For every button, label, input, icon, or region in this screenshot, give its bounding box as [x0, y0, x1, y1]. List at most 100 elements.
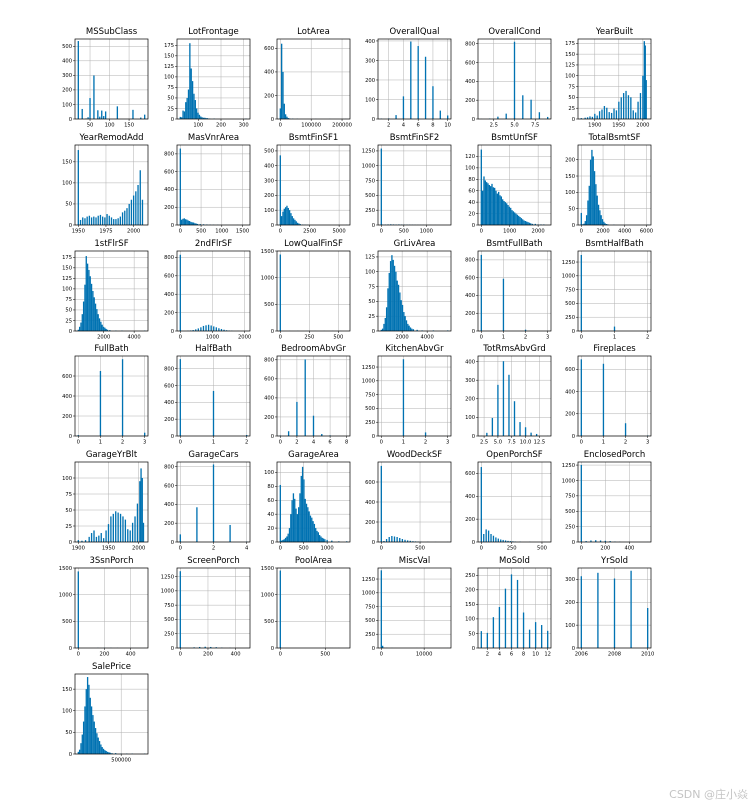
y-tick-label: 100 — [365, 97, 375, 103]
panel-title: EnclosedPorch — [584, 450, 645, 460]
x-tick-label: 4 — [312, 440, 316, 446]
y-tick-label: 1250 — [362, 149, 375, 155]
histogram-bar — [194, 100, 196, 119]
histogram-bar — [202, 325, 205, 331]
histogram-bar — [192, 222, 195, 225]
histogram-bar — [98, 318, 101, 331]
histogram-bar — [294, 219, 296, 225]
histogram-bar — [599, 540, 602, 542]
x-tick-label: 5000 — [333, 229, 346, 235]
y-tick-label: 100 — [264, 470, 274, 476]
histogram-bar — [195, 223, 197, 225]
y-tick-label: 750 — [565, 287, 575, 293]
histogram-bar — [309, 515, 312, 542]
y-tick-label: 150 — [62, 160, 72, 166]
x-tick-label: 12 — [544, 652, 551, 658]
plot-area — [478, 568, 551, 648]
histogram-bar — [624, 423, 627, 436]
histogram-bar — [393, 265, 396, 331]
x-tick-label: 1 — [613, 335, 616, 341]
panel-title: BsmtFinSF1 — [289, 133, 339, 143]
y-tick-label: 1000 — [362, 379, 375, 385]
panel-halfbath: 0 200 400 600 800 0 1 2 HalfBath — [164, 344, 251, 446]
y-tick-label: 0 — [572, 434, 575, 440]
plot-frame — [577, 38, 652, 120]
histogram-bar — [514, 212, 516, 225]
panel-yrsold: 0 100 200 300 2006 2008 2010 YrSold — [565, 556, 654, 658]
y-tick-label: 0 — [271, 540, 274, 546]
x-tick-label: 10.0 — [520, 440, 532, 446]
panel-title: LotArea — [297, 27, 330, 37]
histogram-bar — [79, 219, 82, 225]
x-tick-label: 2.5 — [480, 440, 488, 446]
panel-title: 2ndFlrSF — [195, 239, 232, 249]
histogram-bar — [290, 213, 292, 225]
x-tick-label: 400 — [126, 652, 136, 658]
histogram-bar — [580, 576, 582, 648]
histogram-bar — [504, 202, 507, 225]
histogram-bar — [391, 255, 393, 331]
panel-title: BsmtFullBath — [486, 239, 542, 249]
histogram-bar — [637, 101, 639, 119]
y-tick-label: 0 — [171, 223, 174, 229]
histogram-bar — [530, 99, 532, 119]
histogram-bar — [396, 537, 398, 542]
y-tick-label: 40 — [267, 512, 274, 518]
plot-area — [75, 145, 148, 225]
plot-area — [378, 39, 451, 119]
y-tick-label: 600 — [365, 480, 375, 486]
histogram-bar — [380, 329, 382, 331]
histogram-bar — [90, 706, 93, 754]
histogram-bar — [284, 207, 287, 225]
x-tick-label: 100 — [193, 123, 203, 129]
y-tick-label: 0 — [472, 329, 475, 335]
x-tick-label: 500 — [399, 229, 409, 235]
y-tick-label: 0 — [271, 117, 274, 123]
x-tick-label: 1500 — [236, 229, 249, 235]
panel-title: BsmtHalfBath — [585, 239, 644, 249]
histogram-bar — [296, 514, 299, 542]
histogram-bar — [98, 535, 100, 542]
plot-frame — [577, 461, 652, 543]
y-tick-label: 500 — [365, 406, 375, 412]
histogram-bar — [644, 45, 646, 120]
y-tick-label: 500 — [264, 149, 274, 155]
histogram-bar — [116, 106, 119, 119]
panel-openporchsf: 0 200 400 600 0 250 500 OpenPorchSF — [465, 450, 552, 552]
plot-area — [277, 251, 350, 331]
y-tick-label: 800 — [465, 258, 475, 264]
y-tick-label: 200 — [62, 414, 72, 420]
histogram-bar — [504, 540, 507, 542]
histogram-bar — [81, 540, 83, 542]
panel-title: YearBuilt — [595, 27, 634, 37]
histogram-bar — [126, 208, 128, 225]
histogram-bar — [99, 214, 102, 225]
histogram-bar — [500, 196, 503, 225]
panel-title: MiscVal — [399, 556, 431, 566]
histogram-bar — [392, 259, 394, 331]
histogram-bar — [198, 114, 201, 119]
x-tick-label: 0 — [179, 652, 182, 658]
x-tick-label: 0 — [179, 546, 182, 552]
x-tick-label: 0 — [279, 335, 282, 341]
histogram-bar — [186, 219, 188, 225]
histogram-bar — [103, 116, 105, 119]
x-tick-label: 8 — [431, 123, 434, 129]
histogram-bar — [513, 401, 516, 436]
x-tick-label: 300 — [239, 123, 249, 129]
histogram-bar — [381, 328, 384, 331]
x-tick-label: 150 — [124, 123, 134, 129]
x-tick-label: 200 — [203, 652, 213, 658]
histogram-bar — [106, 214, 108, 225]
histogram-bar — [182, 110, 184, 119]
y-tick-label: 200 — [565, 157, 575, 163]
panel-title: GarageArea — [288, 450, 339, 460]
histogram-bar — [383, 323, 385, 331]
histogram-bar — [596, 195, 598, 225]
histogram-bar — [142, 522, 145, 542]
plot-frame — [377, 250, 452, 332]
histogram-bar — [385, 539, 388, 542]
y-tick-label: 1000 — [261, 592, 274, 598]
y-tick-label: 750 — [365, 178, 375, 184]
